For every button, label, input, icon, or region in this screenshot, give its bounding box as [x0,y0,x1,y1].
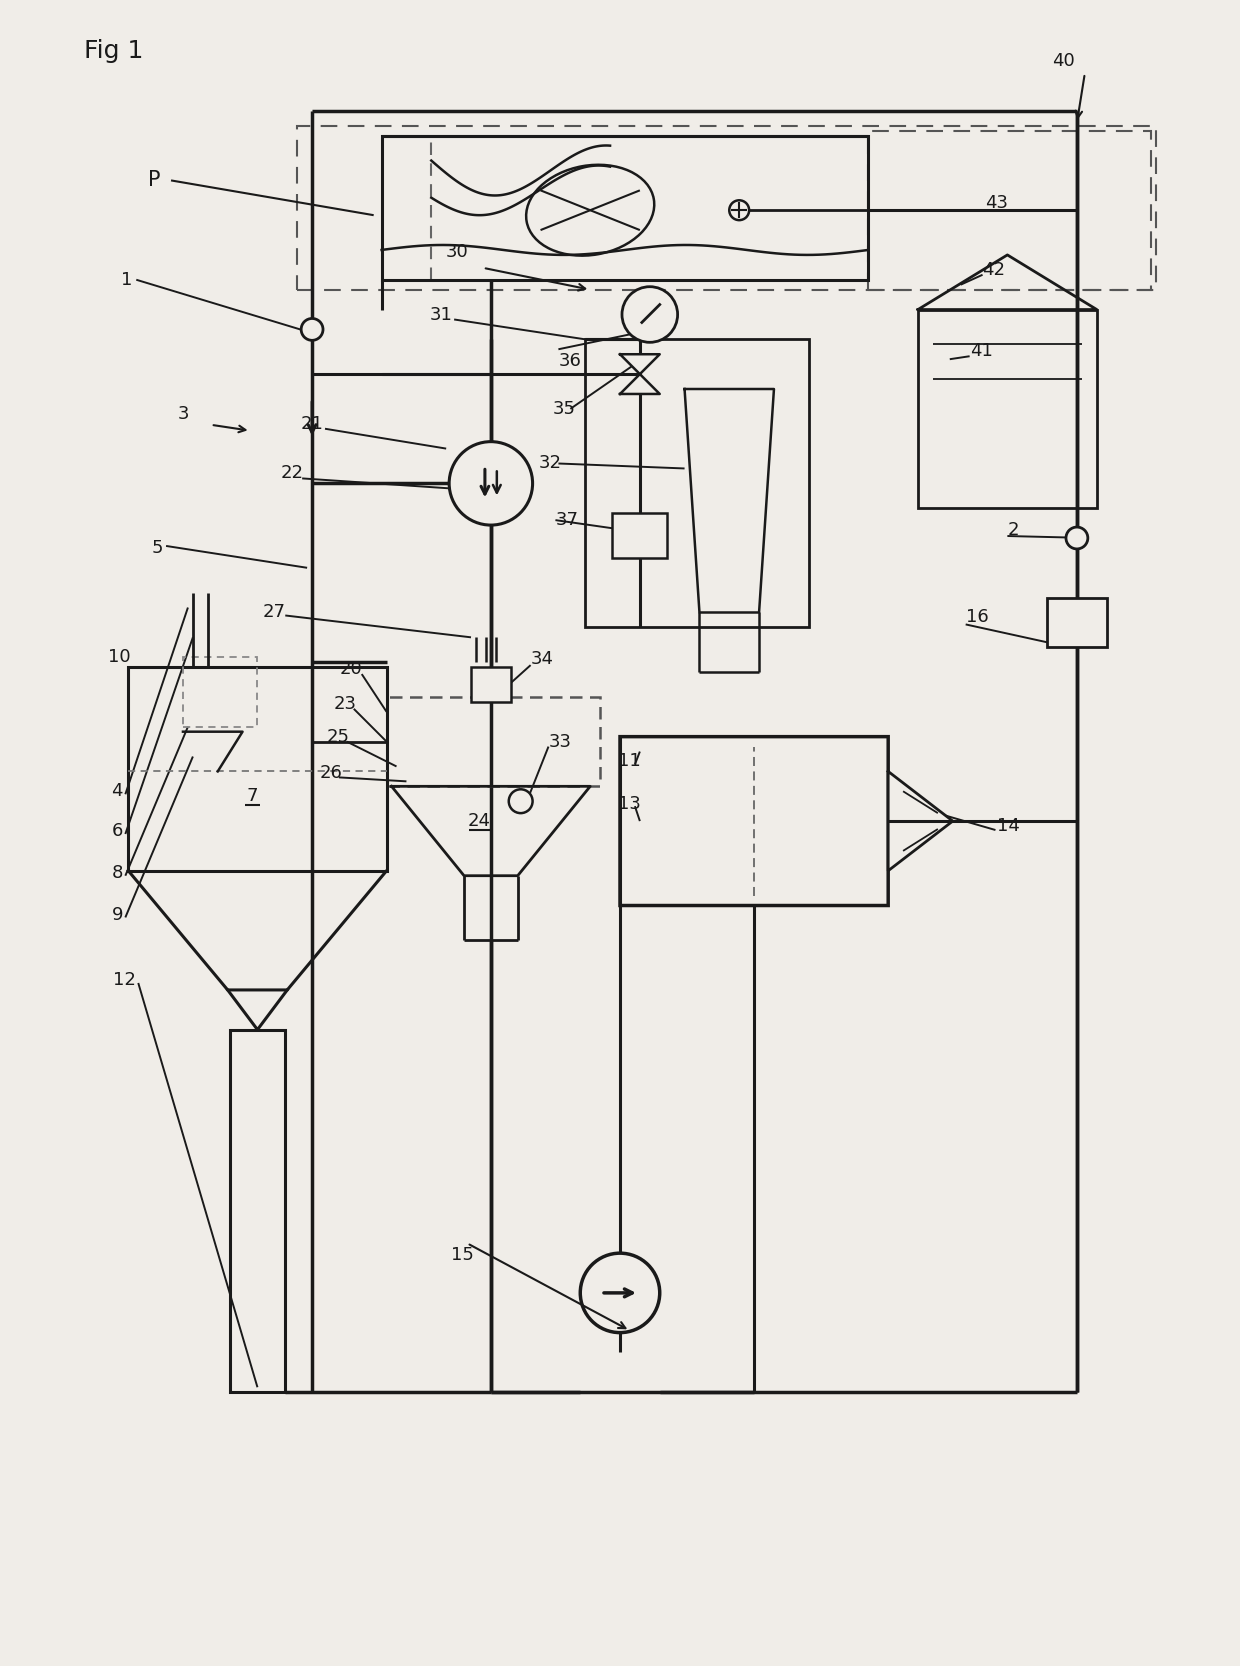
Bar [387,696,600,786]
Text: 15: 15 [451,1246,474,1264]
Circle shape [508,790,533,813]
Circle shape [580,1253,660,1333]
Text: 34: 34 [531,650,553,668]
Text: 23: 23 [334,695,357,713]
Text: 14: 14 [997,816,1021,835]
Text: Fig 1: Fig 1 [83,40,143,63]
Text: 27: 27 [263,603,285,621]
Text: P: P [149,170,161,190]
Text: 16: 16 [966,608,988,626]
Bar [868,130,1152,290]
Polygon shape [620,355,660,375]
Text: 43: 43 [986,195,1008,212]
Text: 12: 12 [113,971,136,990]
Text: 8: 8 [112,863,123,881]
Text: 6: 6 [112,821,123,840]
Text: 20: 20 [340,660,362,678]
Polygon shape [128,871,387,990]
Text: 10: 10 [108,648,131,666]
Text: 37: 37 [556,511,578,530]
Text: 4: 4 [112,783,123,800]
Polygon shape [620,375,660,393]
Text: 3: 3 [179,405,190,423]
Text: 22: 22 [280,465,304,483]
Bar [1047,598,1107,648]
Bar [585,340,808,628]
Text: 33: 33 [548,733,572,751]
Circle shape [622,287,677,342]
Text: 31: 31 [429,305,453,323]
Bar [298,127,1157,290]
Polygon shape [684,388,774,613]
Text: 5: 5 [151,538,162,556]
Bar [229,1030,285,1393]
Text: 21: 21 [300,415,324,433]
Text: 36: 36 [558,352,582,370]
Polygon shape [392,786,590,876]
Text: 7: 7 [247,788,258,805]
Bar [382,135,868,280]
Circle shape [449,441,533,525]
Text: 13: 13 [618,795,641,813]
Polygon shape [888,771,952,871]
Circle shape [301,318,322,340]
Text: 24: 24 [467,811,491,830]
Text: 32: 32 [538,455,562,473]
Text: 30: 30 [446,243,469,262]
Text: 25: 25 [327,728,350,746]
Text: 9: 9 [112,906,123,925]
Text: 1: 1 [122,272,133,288]
Bar [184,656,258,726]
Circle shape [1066,526,1087,548]
Text: 35: 35 [553,400,575,418]
Text: 41: 41 [970,342,992,360]
Circle shape [729,200,749,220]
Text: 42: 42 [982,262,1006,278]
Text: 26: 26 [320,765,343,783]
Text: 2: 2 [1007,521,1019,540]
Bar [918,310,1096,508]
Text: 11: 11 [618,753,641,770]
Bar [471,666,511,701]
Bar [613,513,667,558]
Text: 40: 40 [1052,52,1075,70]
Bar [128,666,387,871]
